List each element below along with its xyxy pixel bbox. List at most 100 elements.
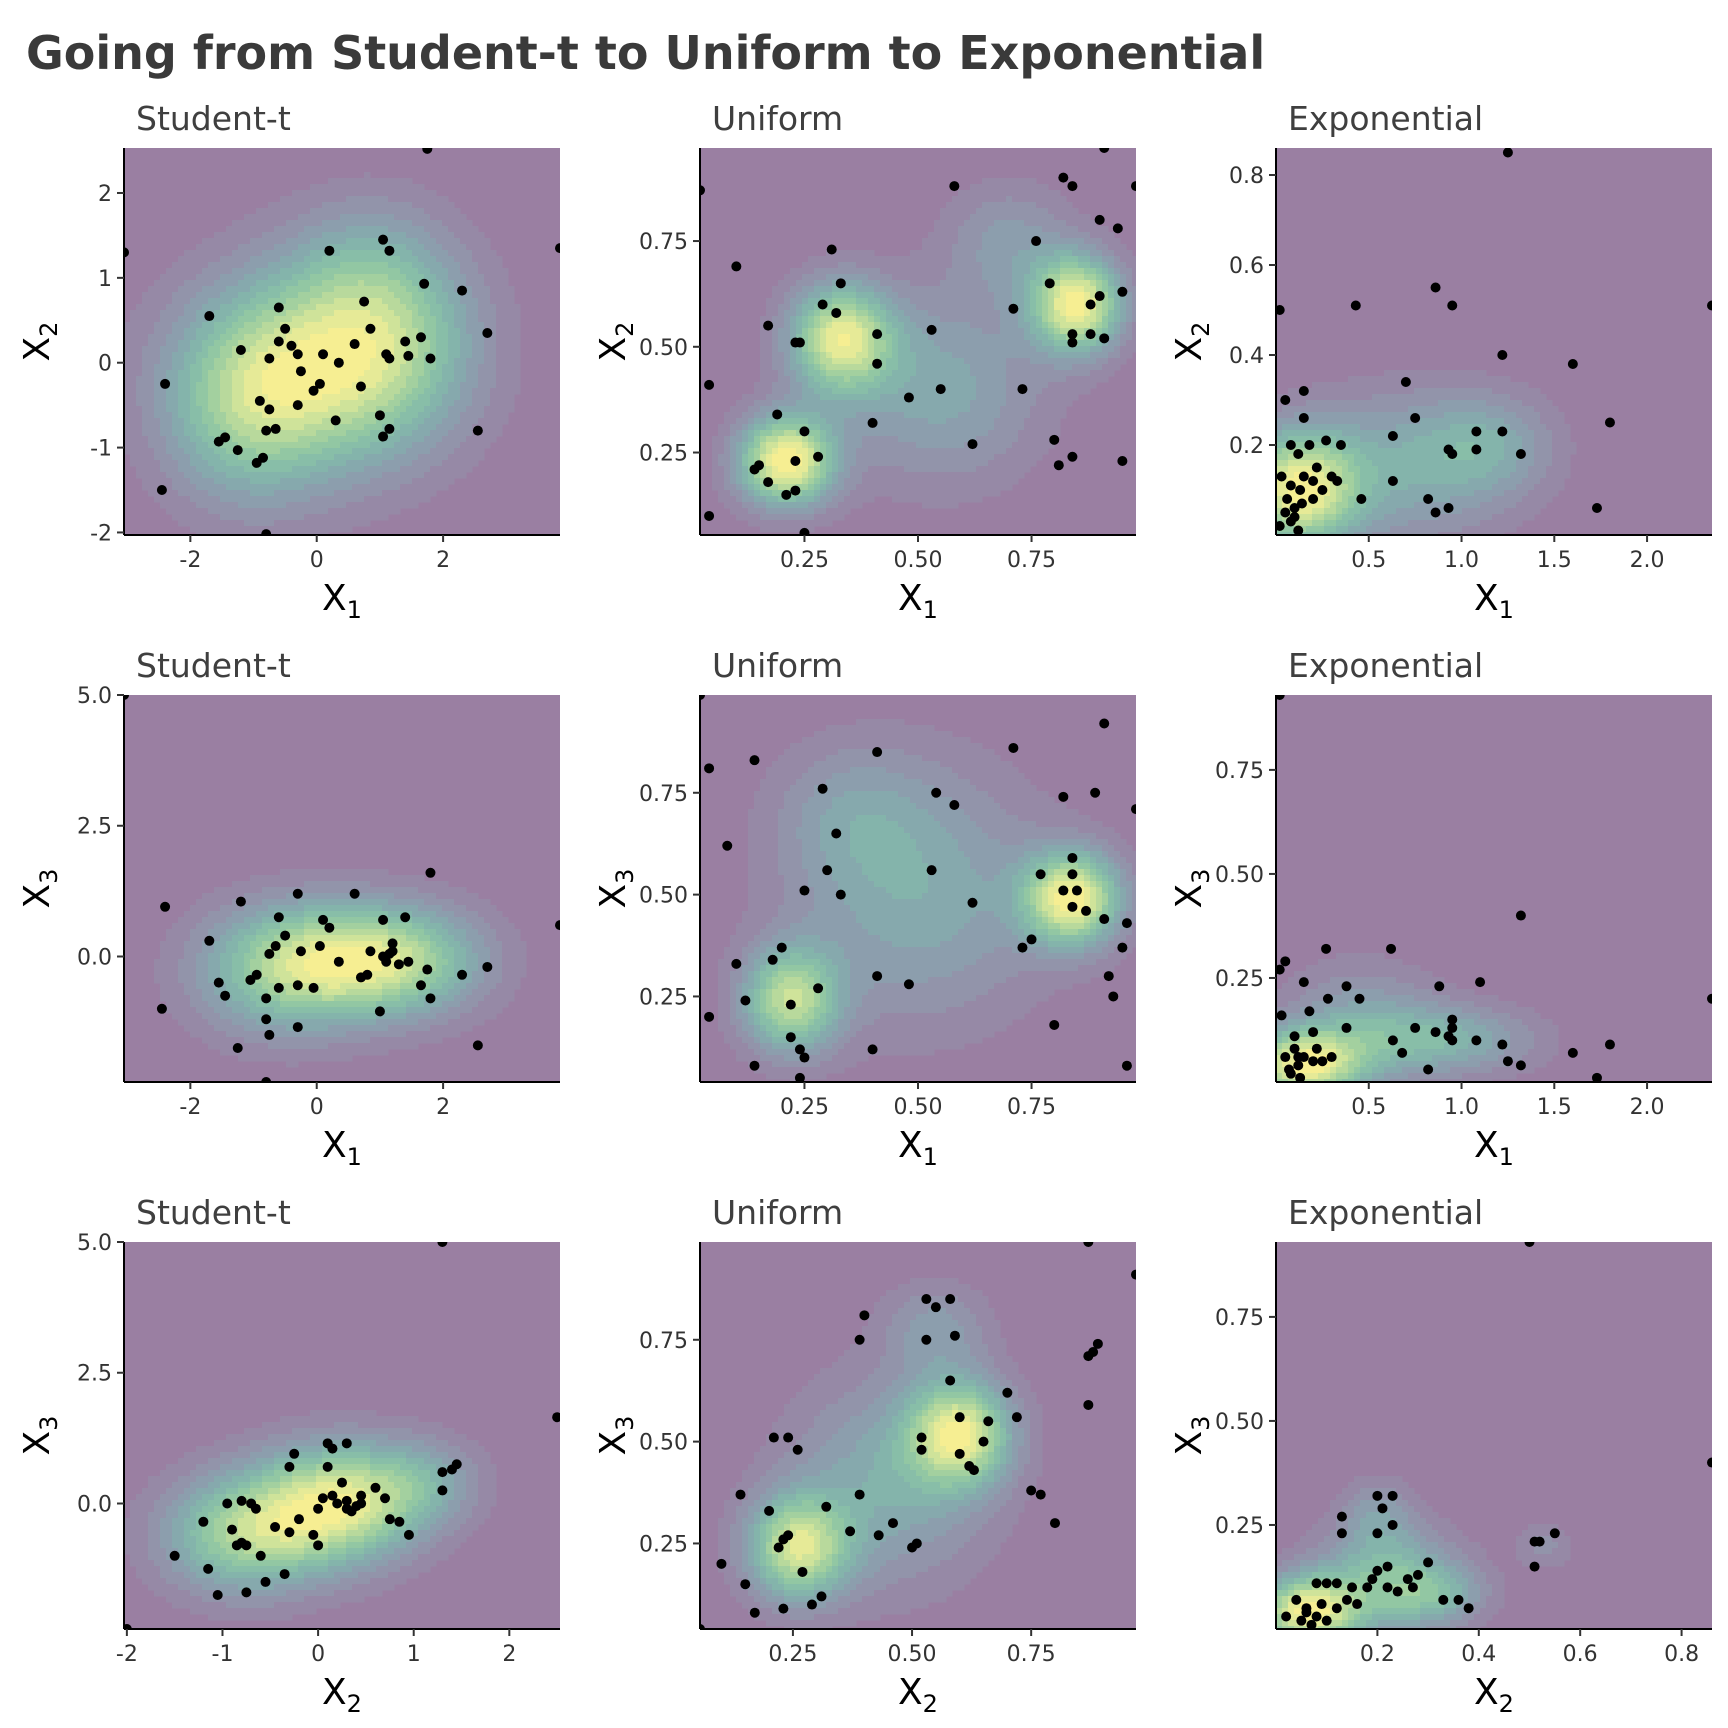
density-cell (1114, 364, 1121, 371)
density-cell (328, 406, 335, 413)
density-cell (784, 394, 791, 401)
density-cell (286, 256, 293, 263)
density-cell (340, 430, 347, 437)
density-cell (916, 358, 923, 365)
density-cell (148, 304, 155, 311)
density-cell (466, 346, 473, 353)
density-cell (796, 346, 803, 353)
density-cell (136, 466, 143, 473)
density-cell (154, 424, 161, 431)
density-cell (394, 406, 401, 413)
density-cell (922, 382, 929, 389)
density-cell (922, 268, 929, 275)
density-cell (790, 292, 797, 299)
density-cell (310, 412, 317, 419)
density-cell (808, 298, 815, 305)
density-cell (370, 424, 377, 431)
density-cell (454, 214, 461, 221)
density-cell (298, 406, 305, 413)
density-cell (238, 466, 245, 473)
density-cell (298, 526, 305, 533)
density-cell (340, 328, 347, 335)
density-cell (436, 214, 443, 221)
density-cell (358, 520, 365, 527)
density-cell (172, 442, 179, 449)
density-cell (184, 298, 191, 305)
density-cell (238, 322, 245, 329)
density-cell (184, 256, 191, 263)
density-cell (790, 370, 797, 377)
density-cell (796, 328, 803, 335)
density-cell (460, 418, 467, 425)
density-cell (460, 238, 467, 245)
density-cell (316, 244, 323, 251)
density-cell (334, 304, 341, 311)
density-cell (1000, 262, 1007, 269)
density-cell (280, 244, 287, 251)
density-cell (208, 388, 215, 395)
density-cell (154, 472, 161, 479)
density-cell (184, 454, 191, 461)
density-cell (340, 256, 347, 263)
density-cell (484, 436, 491, 443)
density-cell (316, 196, 323, 203)
density-cell (466, 334, 473, 341)
density-cell (424, 274, 431, 281)
density-cell (880, 292, 887, 299)
density-cell (322, 370, 329, 377)
density-cell (880, 316, 887, 323)
density-cell (502, 418, 509, 425)
density-cell (214, 352, 221, 359)
density-cell (334, 472, 341, 479)
density-cell (334, 310, 341, 317)
density-cell (214, 298, 221, 305)
data-point (213, 436, 224, 447)
density-cell (202, 394, 209, 401)
density-cell (1024, 202, 1031, 209)
density-cell (304, 340, 311, 347)
density-cell (280, 262, 287, 269)
density-cell (256, 286, 263, 293)
density-cell (310, 274, 317, 281)
density-cell (814, 376, 821, 383)
density-cell (502, 346, 509, 353)
density-cell (274, 532, 281, 535)
density-cell (820, 382, 827, 389)
density-cell (1030, 232, 1037, 239)
density-cell (1000, 292, 1007, 299)
density-cell (496, 364, 503, 371)
density-cell (484, 286, 491, 293)
density-cell (232, 220, 239, 227)
density-cell (964, 334, 971, 341)
density-cell (1030, 244, 1037, 251)
density-cell (1006, 250, 1013, 257)
density-cell (1012, 208, 1019, 215)
density-cell (820, 394, 827, 401)
density-cell (1114, 358, 1121, 365)
density-cell (328, 448, 335, 455)
density-cell (256, 430, 263, 437)
density-cell (1000, 388, 1007, 395)
density-cell (262, 220, 269, 227)
density-cell (268, 232, 275, 239)
density-cell (406, 448, 413, 455)
density-cell (190, 304, 197, 311)
density-cell (508, 310, 515, 317)
density-cell (124, 352, 131, 359)
density-cell (940, 298, 947, 305)
density-cell (214, 304, 221, 311)
density-cell (328, 184, 335, 191)
density-cell (1012, 262, 1019, 269)
density-cell (232, 310, 239, 317)
density-cell (202, 502, 209, 509)
density-cell (442, 292, 449, 299)
density-cell (988, 214, 995, 221)
density-cell (454, 340, 461, 347)
density-cell (1006, 358, 1013, 365)
density-cell (952, 250, 959, 257)
density-cell (286, 466, 293, 473)
density-cell (256, 358, 263, 365)
density-cell (376, 370, 383, 377)
density-cell (1060, 310, 1067, 317)
density-cell (796, 352, 803, 359)
